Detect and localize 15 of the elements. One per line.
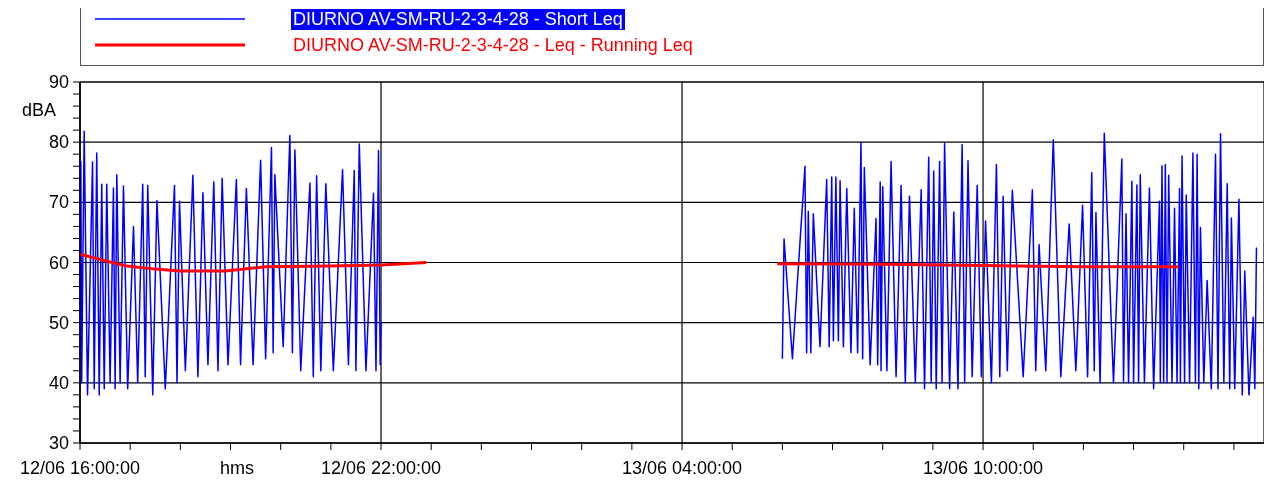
y-tick-label: 80 [48, 132, 69, 153]
x-tick-label: 13/06 04:00:00 [621, 458, 743, 478]
text: DIURNO AV-SM-RU-2-3-4-28 - Short Leq [291, 8, 625, 30]
x-axis-title: hms [220, 458, 255, 479]
y-tick-label: 70 [48, 192, 69, 213]
y-tick-label: 50 [48, 312, 69, 333]
text: DIURNO AV-SM-RU-2-3-4-28 - Leq - Running Leq [292, 34, 694, 56]
y-tick-label: 60 [48, 252, 69, 273]
x-tick-label: 12/06 22:00:00 [320, 458, 442, 478]
x-tick-label: 13/06 10:00:00 [922, 458, 1044, 478]
y-axis-title: dBA [22, 100, 57, 121]
y-tick-label: 40 [48, 372, 69, 393]
y-tick-label: 90 [48, 72, 69, 92]
y-tick-label: 30 [48, 433, 69, 453]
x-tick-label: 12/06 16:00:00 [19, 458, 141, 478]
